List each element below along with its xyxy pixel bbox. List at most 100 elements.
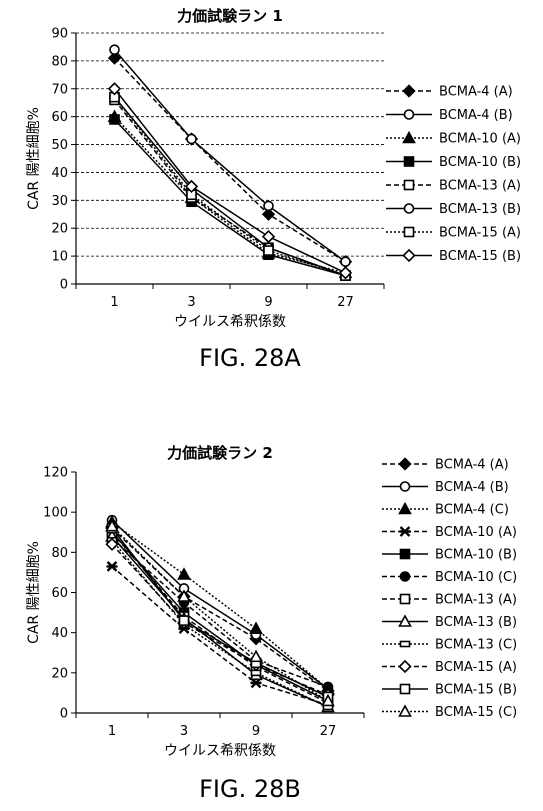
y-tick-label: 0 <box>60 278 68 293</box>
legend-label: BCMA-13 (B) <box>439 202 521 217</box>
x-tick-label: 1 <box>110 295 118 310</box>
legend-marker <box>405 228 414 237</box>
legend-label: BCMA-4 (B) <box>439 108 513 123</box>
y-tick-label: 20 <box>51 222 68 237</box>
legend-label: BCMA-15 (B) <box>435 683 517 698</box>
data-point <box>263 231 274 242</box>
legend-label: BCMA-13 (A) <box>439 179 521 194</box>
x-tick-label: 3 <box>180 724 188 739</box>
series-bcma-15-b <box>108 524 333 702</box>
legend-entry: BCMA-13 (A) <box>386 179 521 194</box>
y-tick-label: 70 <box>51 82 68 97</box>
chart-28a: 力価試験ラン 1010203040506070809013927ウイルス希釈係数… <box>26 7 521 372</box>
legend-marker <box>401 595 410 604</box>
legend-label: BCMA-10 (A) <box>439 132 521 147</box>
chart-title: 力価試験ラン 2 <box>167 444 273 462</box>
legend-entry: BCMA-10 (A) <box>386 132 521 147</box>
y-tick-label: 30 <box>51 194 68 209</box>
x-tick-label: 3 <box>187 295 195 310</box>
legend-entry: BCMA-4 (B) <box>386 108 513 123</box>
x-axis-label: ウイルス希釈係数 <box>164 743 276 759</box>
series-bcma-15-a <box>110 93 350 280</box>
legend-entry: BCMA-15 (A) <box>386 226 521 241</box>
data-point <box>107 562 118 571</box>
legend-marker <box>400 706 411 716</box>
legend-entry: BCMA-13 (B) <box>382 615 517 630</box>
legend-entry: BCMA-13 (B) <box>386 202 521 217</box>
series-line <box>115 117 346 273</box>
legend-label: BCMA-15 (B) <box>439 249 521 264</box>
legend-entry: BCMA-10 (A) <box>382 525 517 540</box>
y-tick-label: 40 <box>51 626 68 641</box>
legend-marker <box>401 642 410 647</box>
legend-label: BCMA-15 (A) <box>435 660 517 675</box>
legend-entry: BCMA-15 (B) <box>386 249 521 264</box>
legend-label: BCMA-13 (C) <box>435 638 517 653</box>
legend-marker <box>400 459 411 470</box>
y-tick-label: 120 <box>43 466 68 481</box>
y-tick-label: 0 <box>60 707 68 722</box>
series-line <box>112 526 328 701</box>
legend-label: BCMA-13 (B) <box>435 615 517 630</box>
series-bcma-13-a <box>110 95 350 280</box>
legend-entry: BCMA-4 (A) <box>386 85 513 100</box>
y-tick-label: 10 <box>51 250 68 265</box>
y-tick-label: 80 <box>51 54 68 69</box>
chart-title: 力価試験ラン 1 <box>177 7 283 25</box>
legend-label: BCMA-10 (C) <box>435 570 517 585</box>
legend-entry: BCMA-15 (A) <box>382 660 517 675</box>
legend-entry: BCMA-4 (A) <box>382 458 509 473</box>
series-line <box>115 97 346 275</box>
legend-marker <box>405 204 414 213</box>
legend-marker <box>401 482 410 491</box>
series-line <box>115 58 346 262</box>
legend-marker <box>405 110 414 119</box>
legend-entry: BCMA-13 (A) <box>382 593 517 608</box>
legend-label: BCMA-10 (B) <box>439 155 521 170</box>
legend-entry: BCMA-15 (B) <box>382 683 517 698</box>
legend-marker <box>401 685 410 694</box>
figure-label: FIG. 28A <box>199 344 301 372</box>
y-tick-label: 40 <box>51 166 68 181</box>
y-tick-label: 20 <box>51 666 68 681</box>
legend-entry: BCMA-15 (C) <box>382 705 517 720</box>
y-tick-label: 80 <box>51 546 68 561</box>
legend-marker <box>404 250 415 261</box>
legend-label: BCMA-4 (C) <box>435 503 509 518</box>
legend-label: BCMA-4 (B) <box>435 480 509 495</box>
legend-label: BCMA-10 (B) <box>435 548 517 563</box>
figure-label: FIG. 28B <box>199 775 301 803</box>
series-bcma-4-a <box>107 523 334 697</box>
y-tick-label: 60 <box>51 110 68 125</box>
legend-entry: BCMA-4 (C) <box>382 503 509 518</box>
legend-label: BCMA-15 (C) <box>435 705 517 720</box>
data-point <box>187 134 196 143</box>
legend-label: BCMA-4 (A) <box>435 458 509 473</box>
y-axis-label: CAR 陽性細胞% <box>26 541 42 644</box>
x-tick-label: 9 <box>264 295 272 310</box>
series-bcma-15-b <box>109 83 351 278</box>
chart-28b: 力価試験ラン 202040608010012013927ウイルス希釈係数CAR … <box>26 444 517 803</box>
legend-label: BCMA-10 (A) <box>435 525 517 540</box>
data-point <box>110 115 119 124</box>
series-line <box>115 119 346 275</box>
data-point <box>179 569 190 579</box>
series-line <box>115 100 346 276</box>
legend-label: BCMA-4 (A) <box>439 85 513 100</box>
legend-marker <box>404 133 415 143</box>
data-point <box>251 623 262 633</box>
y-tick-label: 100 <box>43 506 68 521</box>
series-line <box>115 97 346 275</box>
series-bcma-15-c <box>107 521 334 706</box>
data-point <box>341 257 350 266</box>
y-axis-label: CAR 陽性細胞% <box>26 107 42 210</box>
legend-marker <box>400 661 411 672</box>
series-bcma-13-b <box>107 531 334 712</box>
x-tick-label: 27 <box>320 724 337 739</box>
x-tick-label: 1 <box>108 724 116 739</box>
legend-label: BCMA-15 (A) <box>439 226 521 241</box>
legend-marker <box>400 504 411 514</box>
legend-marker <box>405 181 414 190</box>
data-point <box>264 246 273 255</box>
data-point <box>110 45 119 54</box>
